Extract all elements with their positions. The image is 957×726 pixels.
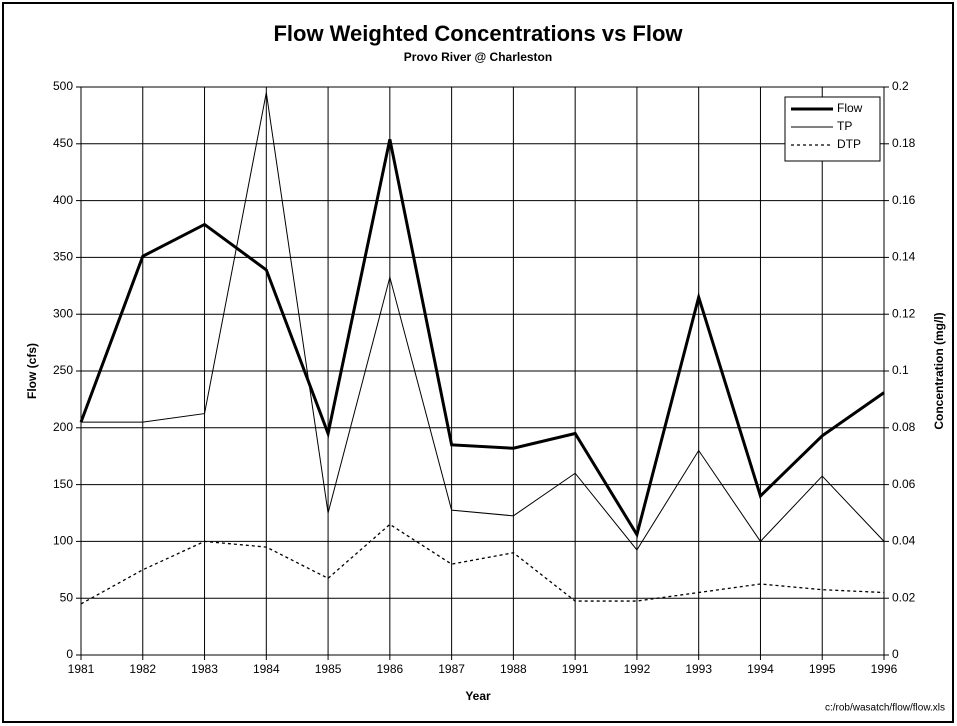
- x-tick-label: 1994: [747, 662, 774, 676]
- legend-label: TP: [837, 119, 852, 133]
- y-axis-label: Flow (cfs): [25, 343, 39, 399]
- y-tick-label: 250: [53, 363, 73, 377]
- y-tick-label: 300: [53, 306, 73, 320]
- y2-tick-label: 0.16: [892, 193, 916, 207]
- x-tick-label: 1992: [624, 662, 651, 676]
- chart-subtitle: Provo River @ Charleston: [404, 50, 552, 64]
- legend-label: DTP: [837, 137, 861, 151]
- y2-tick-label: 0.02: [892, 590, 916, 604]
- y-tick-label: 350: [53, 250, 73, 264]
- y-tick-label: 50: [60, 590, 74, 604]
- legend-label: Flow: [837, 101, 863, 115]
- y2-tick-label: 0.2: [892, 79, 909, 93]
- y-tick-label: 450: [53, 136, 73, 150]
- x-axis-label: Year: [465, 689, 491, 703]
- x-tick-label: 1984: [253, 662, 280, 676]
- y2-tick-label: 0.12: [892, 306, 916, 320]
- file-note: c:/rob/wasatch/flow/flow.xls: [825, 703, 945, 714]
- line-series: [81, 92, 885, 551]
- y2-tick-label: 0.06: [892, 477, 916, 491]
- y-tick-label: 200: [53, 420, 73, 434]
- legend-box: [784, 96, 881, 162]
- y2-tick-label: 0.08: [892, 420, 916, 434]
- y2-tick-label: 0.1: [892, 363, 909, 377]
- y-tick-label: 500: [53, 79, 73, 93]
- x-tick-label: 1986: [376, 662, 403, 676]
- x-tick-label: 1987: [438, 662, 465, 676]
- y2-tick-label: 0.18: [892, 136, 916, 150]
- y-tick-label: 0: [66, 647, 73, 661]
- y2-tick-label: 0.04: [892, 534, 916, 548]
- x-tick-label: 1988: [500, 662, 527, 676]
- y-tick-label: 400: [53, 193, 73, 207]
- line-series: [79, 138, 885, 539]
- y-tick-label: 100: [53, 534, 73, 548]
- y2-tick-label: 0.14: [892, 250, 916, 264]
- x-tick-label: 1983: [191, 662, 218, 676]
- x-tick-label: 1982: [129, 662, 156, 676]
- x-tick-label: 1993: [685, 662, 712, 676]
- line-series: [80, 523, 885, 605]
- y2-axis-label: Concentration (mg/l): [932, 312, 946, 429]
- y-tick-label: 150: [53, 477, 73, 491]
- x-tick-label: 1995: [809, 662, 836, 676]
- x-tick-label: 1981: [68, 662, 95, 676]
- x-tick-label: 1985: [315, 662, 342, 676]
- chart-title: Flow Weighted Concentrations vs Flow: [273, 21, 683, 46]
- y2-tick-label: 0: [892, 647, 899, 661]
- x-tick-label: 1996: [871, 662, 898, 676]
- x-tick-label: 1991: [562, 662, 589, 676]
